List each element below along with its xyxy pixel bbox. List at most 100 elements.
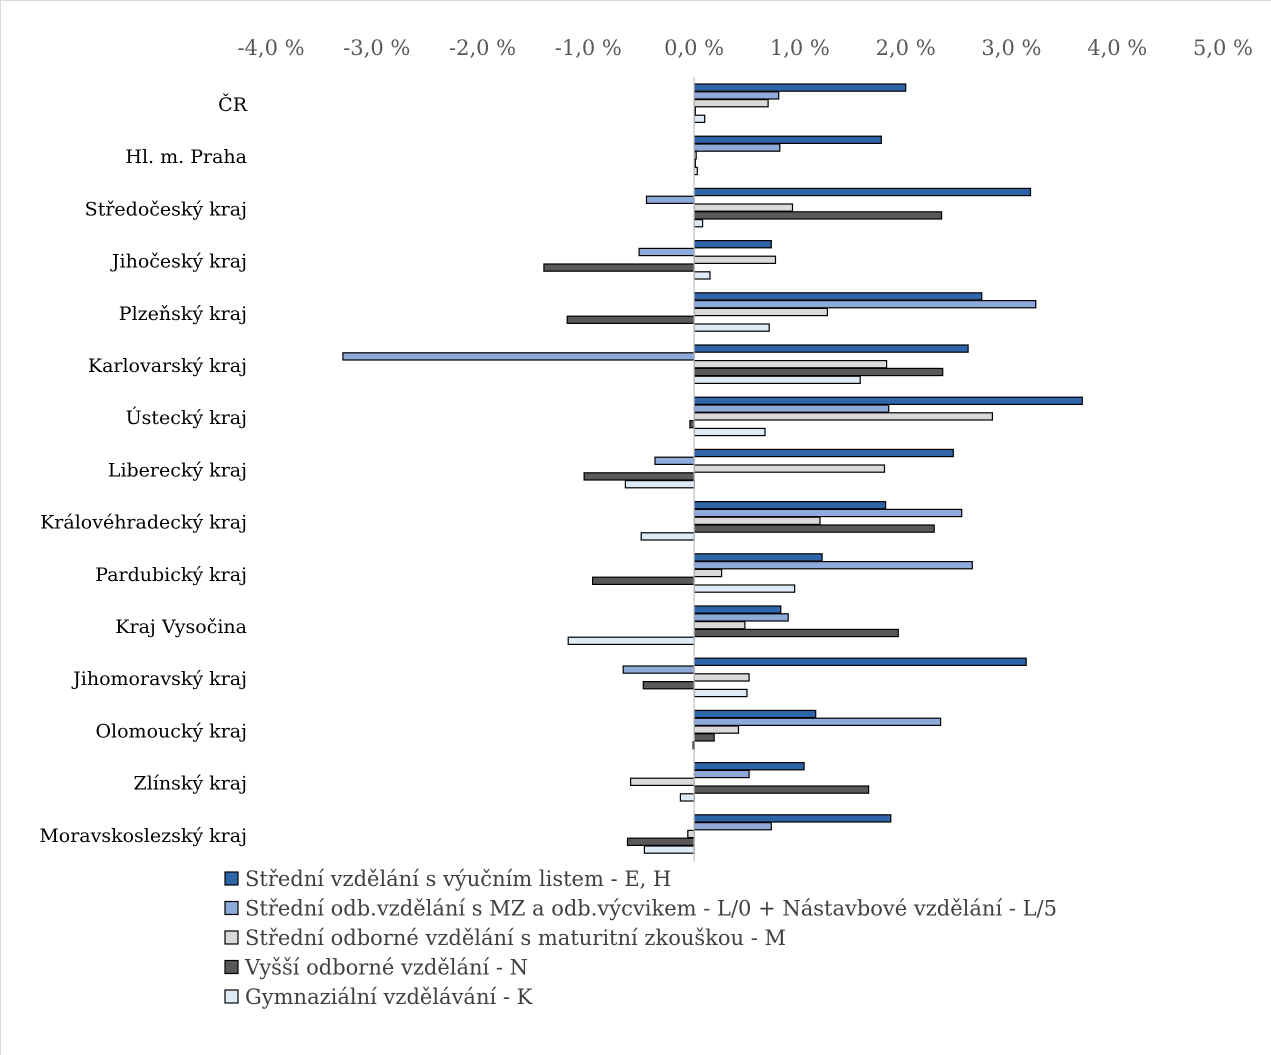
bar [679,793,695,802]
bar [642,680,695,690]
legend-entry: Střední vzdělání s výučním listem - E, H [245,867,671,891]
bar [693,240,772,249]
bar [638,247,695,257]
category-label: Pardubický kraj [95,564,247,586]
x-tick-label: 0,0 % [664,36,724,60]
category-label: Ústecký kraj [126,406,247,429]
bar [342,352,695,361]
legend-swatch [224,871,239,886]
bar [693,524,935,533]
bar [693,91,780,100]
bar [693,688,748,698]
bar [693,83,907,92]
bar [693,404,890,413]
category-label: Olomoucký kraj [95,720,247,742]
bar [640,532,695,541]
bar [624,480,695,489]
x-tick-label: 2,0 % [876,36,936,60]
bar [693,427,766,437]
bar [687,829,695,839]
bar [629,777,695,787]
bar [693,657,1027,667]
bar [693,448,954,458]
bar [693,725,740,734]
bar [567,636,695,646]
bar [693,733,715,742]
x-tick-label: 1,0 % [770,36,830,60]
bar [689,420,695,429]
bar [693,375,861,385]
category-label: Zlínský kraj [134,773,247,795]
bar [693,464,886,473]
bar [591,576,695,586]
legend-entry: Střední odborné vzdělání s maturitní zko… [245,926,786,950]
x-tick-label: -3,0 % [343,36,410,60]
legend-swatch [224,959,239,975]
category-label: Středočeský kraj [85,198,247,220]
category-label: Kraj Vysočina [115,616,247,638]
bar [693,143,781,152]
bar [693,814,892,823]
bar [693,300,1037,309]
bar [693,628,899,638]
bar [693,307,828,317]
category-label: Karlovarský kraj [88,355,247,377]
x-tick-label: -1,0 % [555,36,622,60]
legend-swatch [224,930,239,945]
bar [693,605,782,614]
category-label: Královéhradecký kraj [40,512,247,534]
bar [693,412,993,421]
bar [626,837,695,847]
category-label: Jihočeský kraj [110,251,247,273]
bar [693,255,777,264]
bar [693,717,942,727]
category-label: Hl. m. Praha [125,146,247,168]
legend-entry: Vyšší odborné vzdělání - N [244,956,528,980]
category-label: Liberecký kraj [108,459,247,481]
bar [693,135,882,144]
bar [693,568,723,578]
legend-swatch [224,900,239,916]
x-tick-label: -2,0 % [449,36,516,60]
bar [583,472,695,481]
bar [693,360,888,369]
bar [693,620,746,630]
bar [693,203,794,212]
bar [654,456,695,466]
bar [693,98,769,108]
bar [693,396,1083,406]
bar [693,501,887,510]
bar [693,271,711,280]
bar [693,821,772,831]
x-tick-label: 5,0 % [1193,36,1253,60]
bar [645,195,695,204]
category-label: Jihomoravský kraj [71,668,247,690]
legend-entry: Střední odb.vzdělání s MZ a odb.výcvikem… [245,897,1057,921]
bar [693,584,796,593]
bar [566,315,695,325]
bar [693,553,823,562]
bar [622,665,695,674]
category-label: Moravskoslezský kraj [39,825,247,847]
bar [693,761,805,771]
x-tick-label: -4,0 % [237,36,304,60]
bar [693,560,973,570]
x-tick-label: 3,0 % [981,36,1041,60]
legend-entry: Gymnaziální vzdělávání - K [245,985,533,1009]
x-tick-label: 4,0 % [1087,36,1147,60]
bar [693,709,817,719]
legend-swatch [224,989,239,1004]
bar [693,211,943,220]
bar [693,508,963,518]
bar [693,769,750,779]
category-label: Plzeňský kraj [119,303,247,325]
bar [543,263,695,272]
bar [693,673,750,682]
bar [693,516,821,526]
bar [693,219,704,228]
bar [693,344,969,353]
bar [693,785,870,794]
bar [693,114,706,123]
